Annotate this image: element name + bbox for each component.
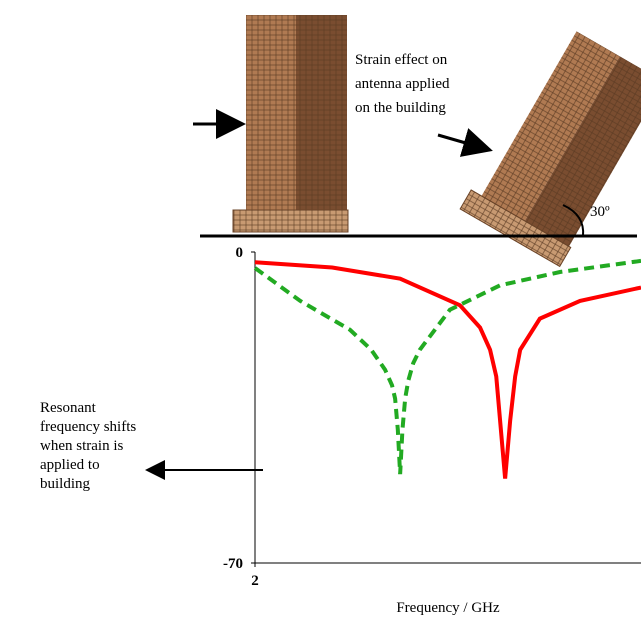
y-tick-label: -70 — [223, 556, 243, 572]
angle-arc — [562, 204, 585, 237]
annotation: on the building — [355, 100, 446, 116]
angle-label: 30º — [590, 204, 610, 220]
annotation: antenna applied — [355, 76, 450, 92]
annotation: when strain is — [40, 438, 123, 454]
annotation: building — [40, 476, 91, 492]
annotation: applied to — [40, 457, 100, 473]
line-series — [253, 258, 641, 475]
force-arrow — [437, 128, 493, 157]
building-upright — [232, 15, 349, 233]
line-series — [254, 260, 641, 479]
annotation: Resonant — [40, 400, 97, 416]
x-tick-label: 2 — [251, 573, 259, 589]
y-tick-label: 0 — [236, 245, 244, 261]
x-axis-label: Frequency / GHz — [396, 600, 500, 616]
annotation: Strain effect on — [355, 52, 448, 68]
annotation: frequency shifts — [40, 419, 136, 435]
building-tilted — [459, 31, 641, 268]
